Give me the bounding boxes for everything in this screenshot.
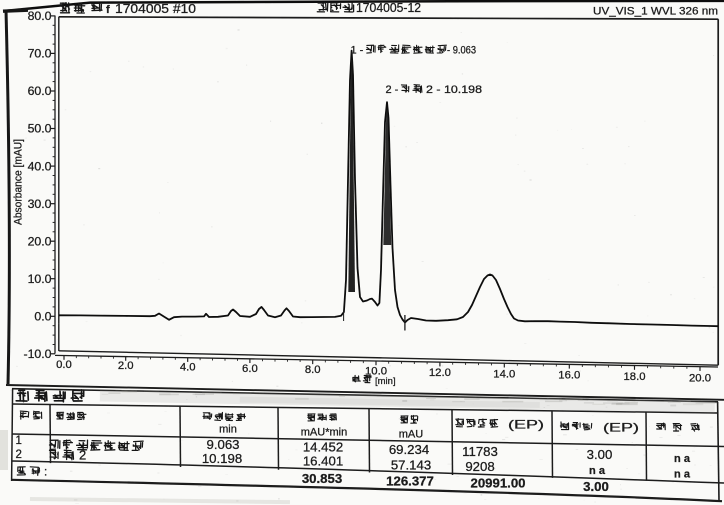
- svg-text:18.0: 18.0: [624, 371, 646, 383]
- svg-text:1: 1: [16, 435, 22, 447]
- svg-text:0.0: 0.0: [56, 359, 72, 371]
- svg-text:f: f: [106, 4, 110, 16]
- svg-text:10.198: 10.198: [202, 451, 242, 466]
- svg-text:16.0: 16.0: [558, 370, 580, 382]
- svg-text:UV_VIS_1 WVL 326 nm: UV_VIS_1 WVL 326 nm: [593, 6, 718, 18]
- svg-text:14.452: 14.452: [303, 440, 343, 455]
- svg-text:20.0: 20.0: [28, 234, 52, 248]
- svg-text:min: min: [219, 424, 237, 436]
- svg-text:mAU*min: mAU*min: [301, 427, 347, 439]
- svg-text:Absorbance [mAU]: Absorbance [mAU]: [13, 139, 25, 225]
- svg-text:9.063: 9.063: [206, 437, 239, 452]
- svg-text:9208: 9208: [465, 459, 494, 474]
- svg-text:(EP): (EP): [603, 421, 639, 435]
- svg-text:4.0: 4.0: [180, 362, 196, 374]
- svg-text:11783: 11783: [462, 444, 498, 459]
- svg-text:6.0: 6.0: [242, 363, 258, 375]
- svg-text:2: 2: [79, 448, 86, 463]
- svg-text:10.0: 10.0: [365, 366, 387, 378]
- svg-text:14.0: 14.0: [493, 368, 515, 380]
- svg-text:- 9.063: - 9.063: [447, 45, 476, 57]
- svg-text:2: 2: [16, 449, 22, 461]
- svg-text:1704005-12: 1704005-12: [356, 0, 421, 15]
- svg-text:2.0: 2.0: [118, 360, 134, 372]
- svg-text:57.143: 57.143: [391, 458, 431, 473]
- svg-text:-10.0: -10.0: [23, 347, 51, 361]
- svg-text:n a: n a: [589, 465, 606, 477]
- svg-text:60.0: 60.0: [28, 84, 52, 98]
- svg-text:3.00: 3.00: [587, 447, 613, 462]
- svg-text:n a: n a: [674, 469, 691, 481]
- svg-text:69.234: 69.234: [389, 442, 429, 457]
- svg-text:mAU: mAU: [399, 429, 424, 441]
- svg-text:10.0: 10.0: [28, 272, 52, 286]
- svg-text:2 -: 2 -: [386, 84, 399, 96]
- svg-text:30.0: 30.0: [28, 197, 52, 211]
- svg-text:3.00: 3.00: [583, 479, 609, 494]
- svg-text:8.0: 8.0: [305, 364, 321, 376]
- svg-text:1 -: 1 -: [351, 45, 364, 57]
- svg-text:20991.00: 20991.00: [470, 476, 525, 491]
- svg-text:80.0: 80.0: [28, 9, 52, 23]
- svg-text:12.0: 12.0: [429, 367, 451, 379]
- svg-text:40.0: 40.0: [28, 159, 52, 173]
- svg-text:1704005 #10: 1704005 #10: [115, 1, 196, 16]
- svg-text:20.0: 20.0: [689, 373, 711, 385]
- svg-text:70.0: 70.0: [28, 47, 52, 61]
- svg-text:n a: n a: [674, 453, 691, 465]
- svg-text:2 - 10.198: 2 - 10.198: [426, 84, 482, 96]
- svg-text:[min]: [min]: [375, 376, 396, 387]
- svg-text:16.401: 16.401: [303, 454, 343, 469]
- svg-text:(EP): (EP): [508, 418, 544, 432]
- svg-text:126.377: 126.377: [386, 474, 434, 489]
- svg-text:50.0: 50.0: [28, 122, 52, 136]
- svg-text::: :: [44, 467, 47, 479]
- svg-text:30.853: 30.853: [302, 471, 342, 486]
- svg-text:0.0: 0.0: [34, 310, 51, 324]
